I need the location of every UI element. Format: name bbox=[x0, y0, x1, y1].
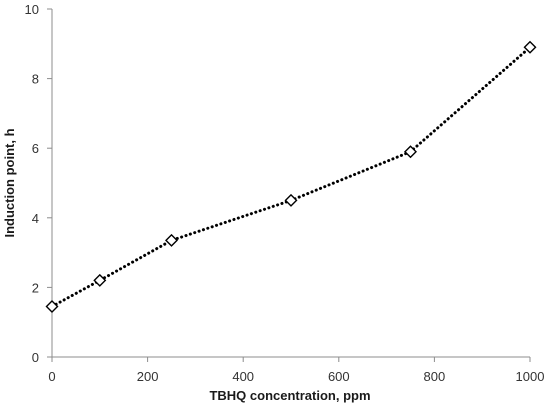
series-layer bbox=[45, 40, 537, 313]
x-axis-title: TBHQ concentration, ppm bbox=[209, 388, 370, 403]
data-point-marker bbox=[404, 145, 417, 159]
y-ticks: 0 2 4 6 8 10 bbox=[25, 2, 52, 365]
data-point-marker bbox=[523, 40, 537, 54]
y-tick-label: 10 bbox=[25, 2, 39, 17]
x-tick-label: 200 bbox=[137, 369, 159, 384]
y-tick-label: 2 bbox=[32, 280, 39, 295]
data-point-marker bbox=[45, 300, 59, 313]
x-tick-label: 1000 bbox=[516, 369, 545, 384]
x-tick-label: 0 bbox=[48, 369, 55, 384]
y-tick-label: 0 bbox=[32, 350, 39, 365]
y-tick-label: 4 bbox=[32, 211, 39, 226]
data-point-marker bbox=[284, 193, 298, 207]
x-ticks: 0 200 400 600 800 1000 bbox=[48, 357, 544, 384]
x-tick-label: 800 bbox=[424, 369, 446, 384]
x-tick-label: 600 bbox=[328, 369, 350, 384]
data-point-marker bbox=[93, 273, 107, 287]
y-tick-label: 6 bbox=[32, 141, 39, 156]
axes bbox=[51, 9, 530, 358]
x-tick-label: 400 bbox=[232, 369, 254, 384]
y-tick-label: 8 bbox=[32, 72, 39, 87]
series-line bbox=[50, 45, 532, 308]
y-axis-title: Induction point, h bbox=[2, 128, 17, 237]
data-point-marker bbox=[165, 233, 178, 247]
